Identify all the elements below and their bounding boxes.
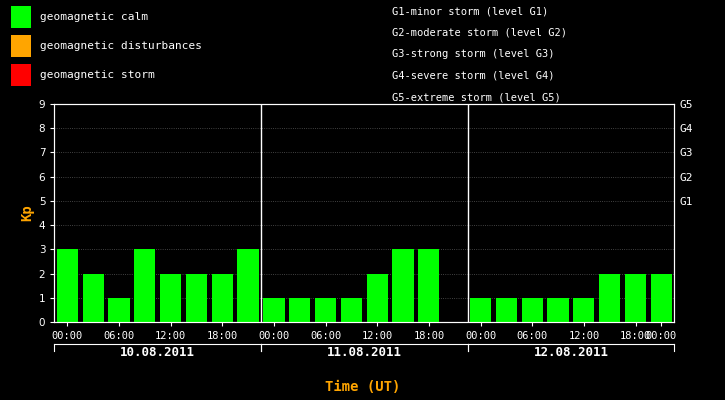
Text: G1-minor storm (level G1): G1-minor storm (level G1) — [392, 6, 548, 16]
Bar — [108, 298, 130, 322]
Text: Time (UT): Time (UT) — [325, 380, 400, 394]
Bar — [573, 298, 594, 322]
Bar — [367, 274, 388, 322]
Bar — [496, 298, 517, 322]
Bar — [57, 249, 78, 322]
Bar — [625, 274, 646, 322]
Bar — [651, 274, 672, 322]
Text: G2-moderate storm (level G2): G2-moderate storm (level G2) — [392, 28, 566, 38]
Bar — [289, 298, 310, 322]
Bar — [134, 249, 155, 322]
Bar — [521, 298, 543, 322]
Bar — [315, 298, 336, 322]
Text: G4-severe storm (level G4): G4-severe storm (level G4) — [392, 71, 554, 81]
Text: geomagnetic disturbances: geomagnetic disturbances — [40, 41, 202, 51]
Bar — [470, 298, 491, 322]
Text: geomagnetic storm: geomagnetic storm — [40, 70, 154, 80]
Bar — [263, 298, 284, 322]
Bar — [83, 274, 104, 322]
Bar — [186, 274, 207, 322]
Text: G3-strong storm (level G3): G3-strong storm (level G3) — [392, 49, 554, 59]
Bar — [341, 298, 362, 322]
Bar — [238, 249, 259, 322]
Y-axis label: Kp: Kp — [20, 205, 35, 221]
Bar — [599, 274, 621, 322]
Bar — [212, 274, 233, 322]
Bar — [547, 298, 568, 322]
Bar — [392, 249, 414, 322]
Text: 10.08.2011: 10.08.2011 — [120, 346, 195, 359]
Bar — [418, 249, 439, 322]
Text: G5-extreme storm (level G5): G5-extreme storm (level G5) — [392, 92, 560, 102]
Bar — [160, 274, 181, 322]
Text: 11.08.2011: 11.08.2011 — [327, 346, 402, 359]
Text: geomagnetic calm: geomagnetic calm — [40, 12, 148, 22]
Text: 12.08.2011: 12.08.2011 — [534, 346, 608, 359]
